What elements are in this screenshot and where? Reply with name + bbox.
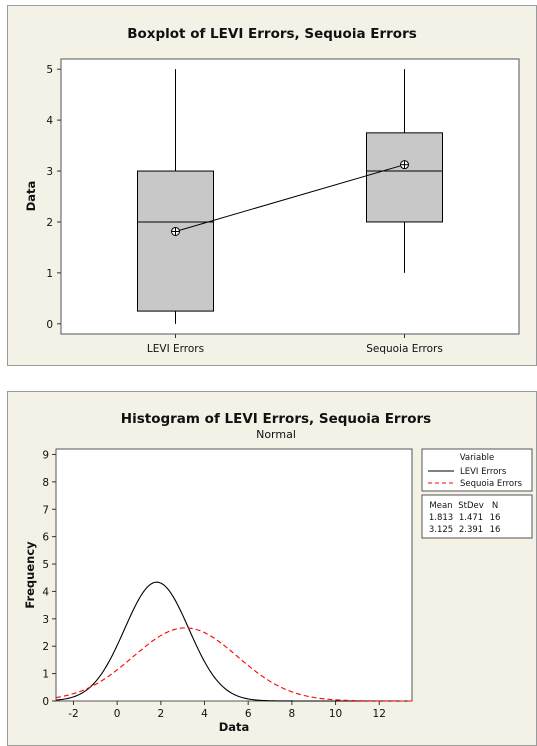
histogram-x-tick-label: 2	[157, 708, 164, 720]
boxplot-y-tick-label: 5	[46, 64, 53, 76]
boxplot-x-tick-label: LEVI Errors	[147, 343, 204, 355]
stats-header-stdev: StDev	[458, 501, 484, 511]
mean-connect-line	[175, 164, 405, 232]
boxplot-y-tick-label: 0	[46, 319, 53, 331]
legend-variable-box: Variable LEVI Errors Sequoia Errors	[421, 448, 533, 492]
box-iqr	[137, 170, 214, 312]
histogram-y-tick-label: 0	[42, 696, 49, 708]
stats-levi-mean: 1.813	[429, 513, 453, 523]
histogram-x-tick-label: -2	[68, 708, 78, 720]
histogram-panel: Histogram of LEVI Errors, Sequoia Errors…	[7, 391, 537, 746]
histogram-y-tick-label: 7	[42, 504, 49, 516]
mean-symbol	[171, 226, 180, 236]
histogram-y-tick-label: 5	[42, 559, 49, 571]
stats-sequoia-n: 16	[490, 525, 501, 535]
histogram-x-axis-label: Data	[219, 720, 250, 734]
histogram-y-axis-label: Frequency	[23, 541, 37, 609]
boxplot-y-tick-label: 1	[46, 268, 53, 280]
legend-label-sequoia: Sequoia Errors	[460, 479, 523, 489]
stats-sequoia-stdev: 2.391	[459, 525, 483, 535]
boxplot-chart: Boxplot of LEVI Errors, Sequoia Errors D…	[24, 26, 520, 355]
histogram-y-tick-label: 1	[42, 669, 49, 681]
box-iqr	[366, 132, 443, 223]
boxplot-y-tick-label: 4	[46, 115, 53, 127]
histogram-y-tick-label: 4	[42, 586, 49, 598]
histogram-x-tick-label: 12	[373, 708, 386, 720]
histogram-chart: Histogram of LEVI Errors, Sequoia Errors…	[23, 411, 533, 734]
histogram-subtitle: Normal	[256, 428, 296, 441]
histogram-x-tick-label: 8	[289, 708, 296, 720]
mean-symbol	[400, 160, 409, 170]
stats-sequoia-mean: 3.125	[429, 525, 453, 535]
boxplot-y-tick-label: 2	[46, 217, 53, 229]
stats-header-mean: Mean	[429, 501, 452, 511]
histogram-title: Histogram of LEVI Errors, Sequoia Errors	[121, 411, 431, 427]
histogram-y-tick-label: 9	[42, 449, 49, 461]
histogram-y-tick-label: 8	[42, 477, 49, 489]
boxplot-y-axis-label: Data	[24, 181, 38, 212]
legend-stats-box: Mean StDev N 1.813 1.471 16 3.125 2.391 …	[421, 494, 533, 539]
boxplot-x-tick-label: Sequoia Errors	[366, 343, 443, 355]
stats-levi-n: 16	[490, 513, 501, 523]
histogram-plot-area	[55, 448, 413, 702]
histogram-y-tick-label: 6	[42, 532, 49, 544]
histogram-x-tick-label: 0	[114, 708, 121, 720]
histogram-y-tick-label: 3	[42, 614, 49, 626]
histogram-x-tick-label: 6	[245, 708, 252, 720]
sequoia-normal-curve	[55, 627, 412, 702]
stats-header-n: N	[492, 501, 498, 511]
legend-label-levi: LEVI Errors	[460, 467, 507, 477]
boxplot-title: Boxplot of LEVI Errors, Sequoia Errors	[127, 26, 417, 42]
boxplot-y-tick-label: 3	[46, 166, 53, 178]
histogram-x-tick-label: 4	[201, 708, 208, 720]
stats-levi-stdev: 1.471	[459, 513, 483, 523]
boxplot-panel: Boxplot of LEVI Errors, Sequoia Errors D…	[7, 5, 537, 366]
legend-title: Variable	[460, 453, 494, 463]
histogram-y-tick-label: 2	[42, 641, 49, 653]
boxplot-plot-area	[60, 58, 520, 335]
histogram-x-tick-label: 10	[329, 708, 342, 720]
